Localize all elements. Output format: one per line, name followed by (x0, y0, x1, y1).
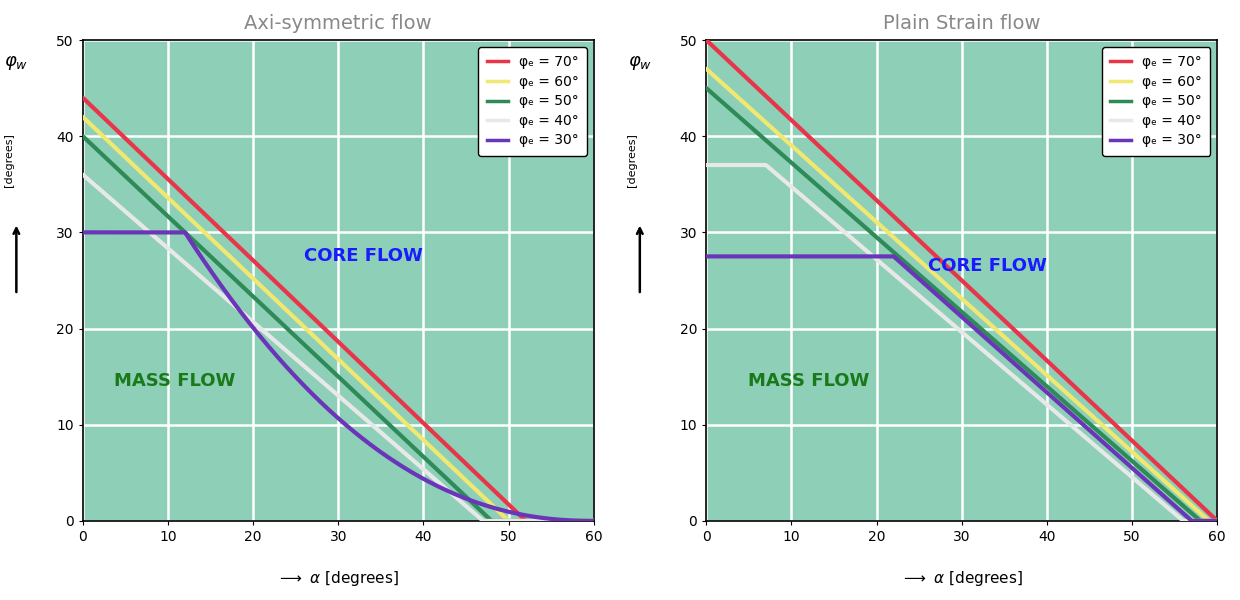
Text: [degrees]: [degrees] (627, 133, 637, 187)
Text: $\longrightarrow$ $\alpha$ [degrees]: $\longrightarrow$ $\alpha$ [degrees] (278, 569, 399, 588)
Text: MASS FLOW: MASS FLOW (114, 372, 236, 390)
Text: $\longrightarrow$ $\alpha$ [degrees]: $\longrightarrow$ $\alpha$ [degrees] (900, 569, 1023, 588)
Title: Axi-symmetric flow: Axi-symmetric flow (244, 14, 432, 33)
Legend: φₑ = 70°, φₑ = 60°, φₑ = 50°, φₑ = 40°, φₑ = 30°: φₑ = 70°, φₑ = 60°, φₑ = 50°, φₑ = 40°, … (1102, 47, 1210, 156)
Text: [degrees]: [degrees] (4, 133, 14, 187)
Legend: φₑ = 70°, φₑ = 60°, φₑ = 50°, φₑ = 40°, φₑ = 30°: φₑ = 70°, φₑ = 60°, φₑ = 50°, φₑ = 40°, … (479, 47, 587, 156)
Text: CORE FLOW: CORE FLOW (304, 247, 423, 265)
Text: $\varphi_w$: $\varphi_w$ (4, 55, 29, 73)
Text: MASS FLOW: MASS FLOW (748, 372, 869, 390)
Title: Plain Strain flow: Plain Strain flow (883, 14, 1040, 33)
Text: CORE FLOW: CORE FLOW (928, 257, 1047, 275)
Text: $\varphi_w$: $\varphi_w$ (627, 55, 652, 73)
